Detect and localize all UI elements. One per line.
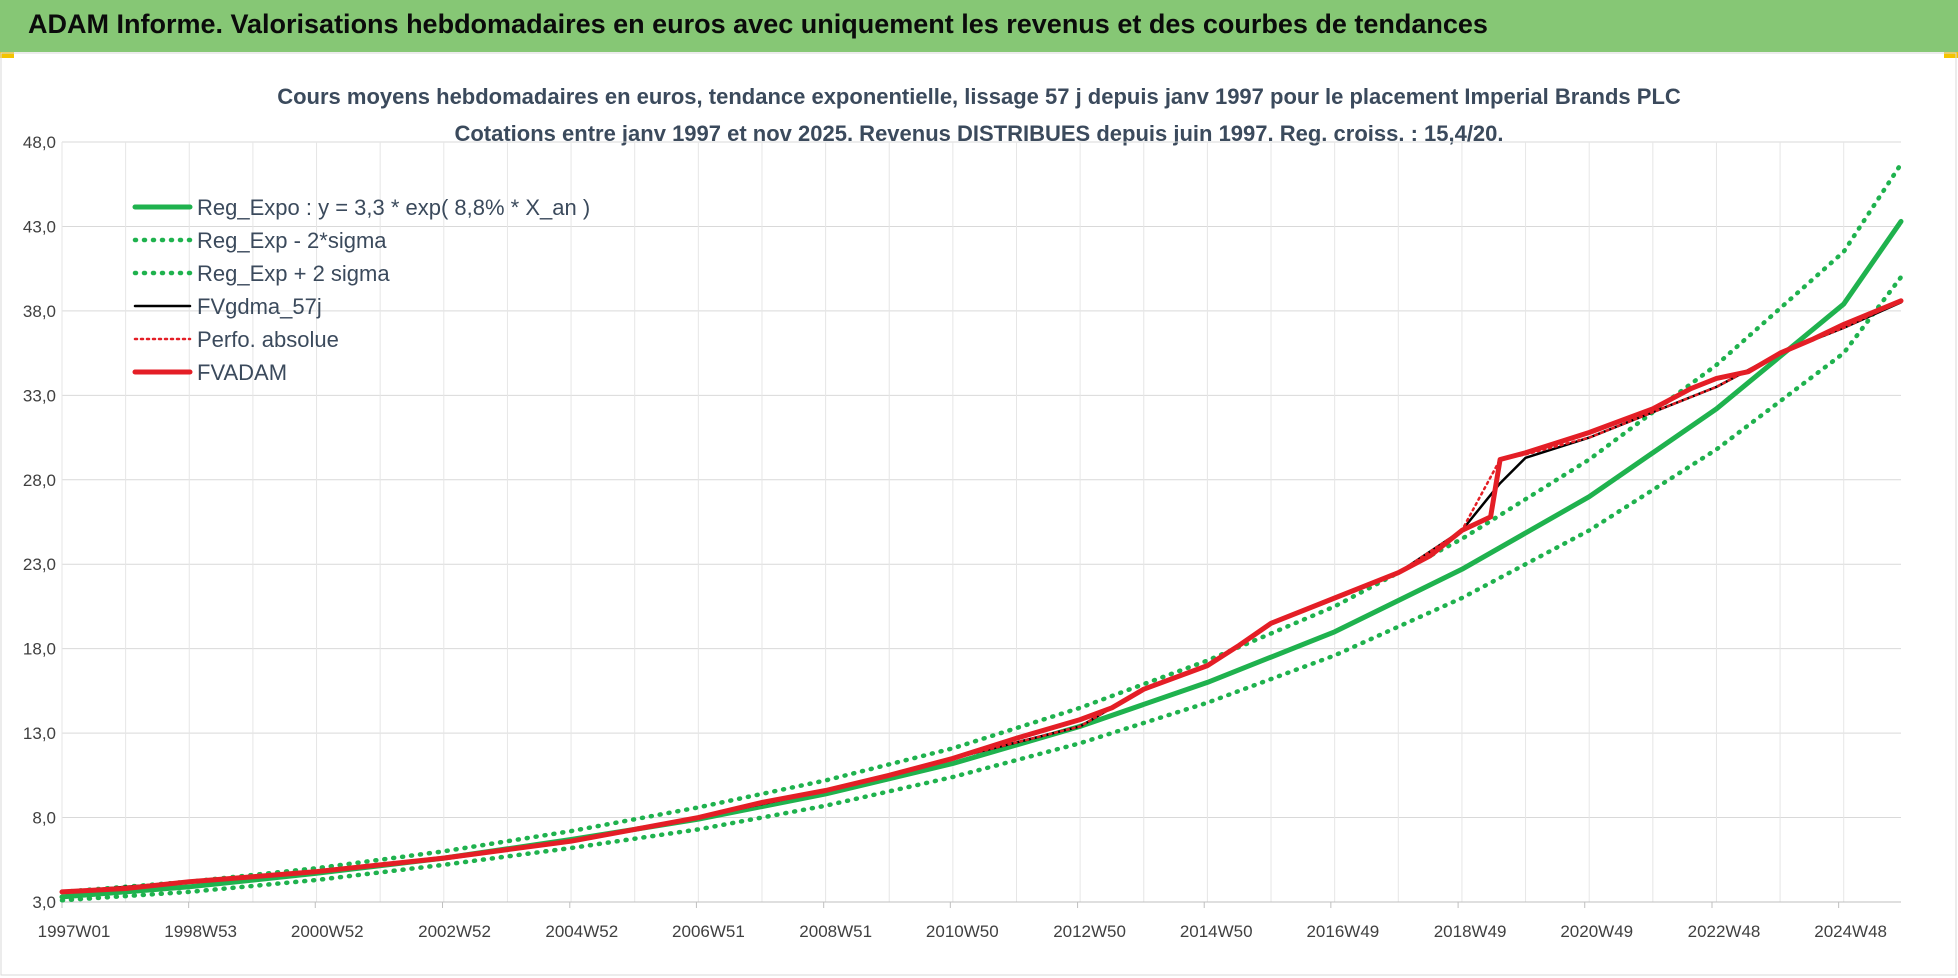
- y-tick-label: 18,0: [23, 640, 56, 659]
- x-tick-label: 2022W48: [1688, 922, 1761, 941]
- y-tick-label: 28,0: [23, 471, 56, 490]
- legend-label: Perfo. absolue: [197, 327, 339, 352]
- report-banner: ADAM Informe. Valorisations hebdomadaire…: [0, 0, 1958, 52]
- x-tick-label: 2000W52: [291, 922, 364, 941]
- x-tick-label: 2006W51: [672, 922, 745, 941]
- series-line-0: [59, 218, 1904, 900]
- y-tick-label: 48,0: [23, 133, 56, 152]
- x-tick-label: 1998W53: [164, 922, 237, 941]
- corner-marker: [0, 52, 14, 58]
- x-tick-label: 2008W51: [799, 922, 872, 941]
- legend-label: FVADAM: [197, 360, 287, 385]
- report-title: ADAM Informe. Valorisations hebdomadaire…: [28, 9, 1488, 39]
- y-tick-label: 8,0: [32, 809, 56, 828]
- x-tick-label: 1997W01: [38, 922, 111, 941]
- y-tick-label: 43,0: [23, 217, 56, 236]
- y-tick-label: 33,0: [23, 386, 56, 405]
- chart-frame: [0, 52, 1957, 976]
- x-tick-label: 2020W49: [1560, 922, 1633, 941]
- x-tick-label: 2016W49: [1306, 922, 1379, 941]
- legend-label: Reg_Expo : y = 3,3 * exp( 8,8% * X_an ): [197, 195, 590, 220]
- x-tick-label: 2014W50: [1180, 922, 1253, 941]
- corner-marker: [1944, 52, 1958, 58]
- series-line-3: [60, 301, 1903, 894]
- x-tick-label: 2002W52: [418, 922, 491, 941]
- y-tick-label: 3,0: [32, 893, 56, 912]
- y-tick-label: 13,0: [23, 724, 56, 743]
- legend-label: Reg_Exp - 2*sigma: [197, 228, 387, 253]
- x-tick-label: 2010W50: [926, 922, 999, 941]
- y-tick-label: 38,0: [23, 302, 56, 321]
- x-tick-label: 2018W49: [1434, 922, 1507, 941]
- y-tick-label: 23,0: [23, 555, 56, 574]
- x-tick-label: 2012W50: [1053, 922, 1126, 941]
- legend-label: Reg_Exp + 2 sigma: [197, 261, 390, 286]
- chart-title: Cours moyens hebdomadaires en euros, ten…: [277, 84, 1681, 109]
- x-tick-label: 2004W52: [545, 922, 618, 941]
- series-line-5: [59, 298, 1904, 895]
- x-tick-label: 2024W48: [1814, 922, 1887, 941]
- series-line-1: [59, 274, 1904, 903]
- series-line-4: [60, 299, 1903, 894]
- legend-label: FVgdma_57j: [197, 294, 322, 319]
